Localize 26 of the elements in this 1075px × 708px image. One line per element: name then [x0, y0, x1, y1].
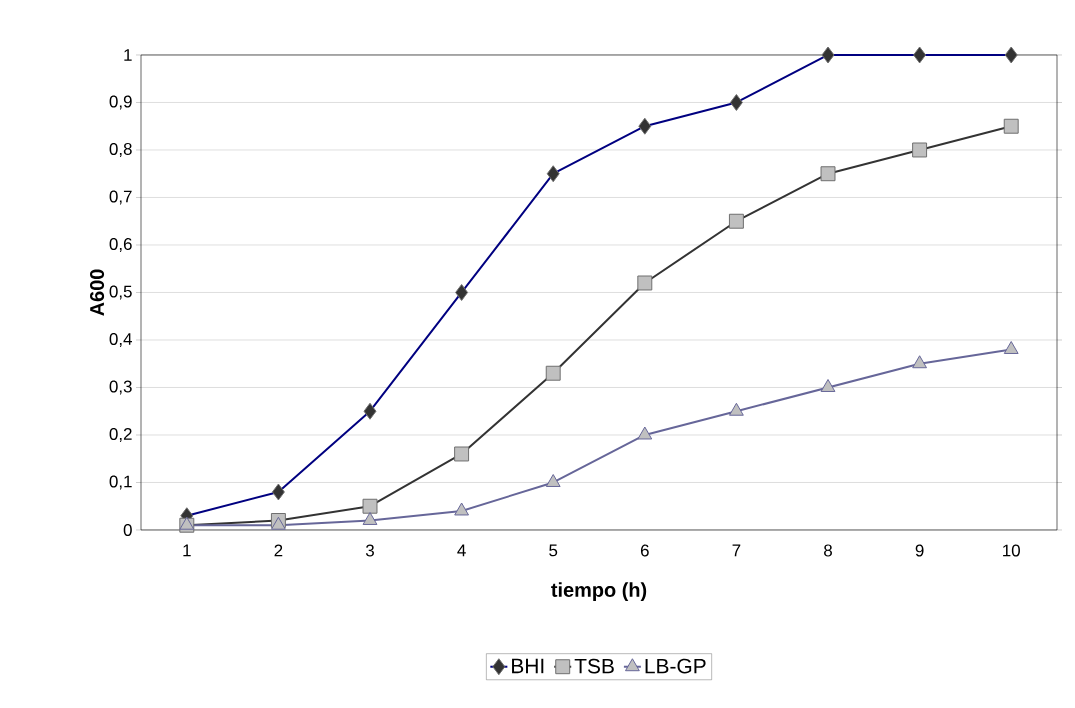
- legend-label: BHI: [512, 658, 544, 674]
- y-tick-label: 0,5: [109, 285, 132, 300]
- x-tick-label: 3: [365, 544, 374, 557]
- y-tick-label: 0,6: [109, 237, 132, 252]
- x-tick-label: 9: [915, 544, 924, 557]
- x-tick-label: 5: [549, 544, 558, 557]
- x-tick-label: 2: [274, 544, 283, 557]
- y-tick-label: 0,4: [109, 332, 132, 347]
- x-axis-title: tiempo (h): [551, 582, 647, 601]
- x-tick-label: 4: [457, 544, 466, 557]
- y-tick-label: 0,2: [109, 427, 132, 442]
- y-tick-label: 0: [123, 523, 132, 536]
- y-tick-label: 0,3: [109, 380, 132, 395]
- y-tick-label: 0,9: [109, 95, 132, 110]
- x-tick-label: 10: [1003, 544, 1020, 557]
- legend-label: TSB: [574, 658, 614, 674]
- y-tick-label: 0,7: [109, 190, 132, 205]
- x-tick-label: 8: [824, 544, 832, 557]
- x-tick-label: 6: [640, 544, 649, 557]
- x-tick-label: 7: [732, 544, 741, 557]
- y-axis-title: A600: [90, 269, 105, 316]
- x-tick-label: 1: [183, 544, 191, 557]
- y-tick-label: 1: [124, 49, 132, 61]
- legend-label: LB-GP: [645, 658, 706, 674]
- y-tick-label: 0,8: [109, 142, 132, 157]
- y-tick-label: 0,1: [109, 475, 132, 490]
